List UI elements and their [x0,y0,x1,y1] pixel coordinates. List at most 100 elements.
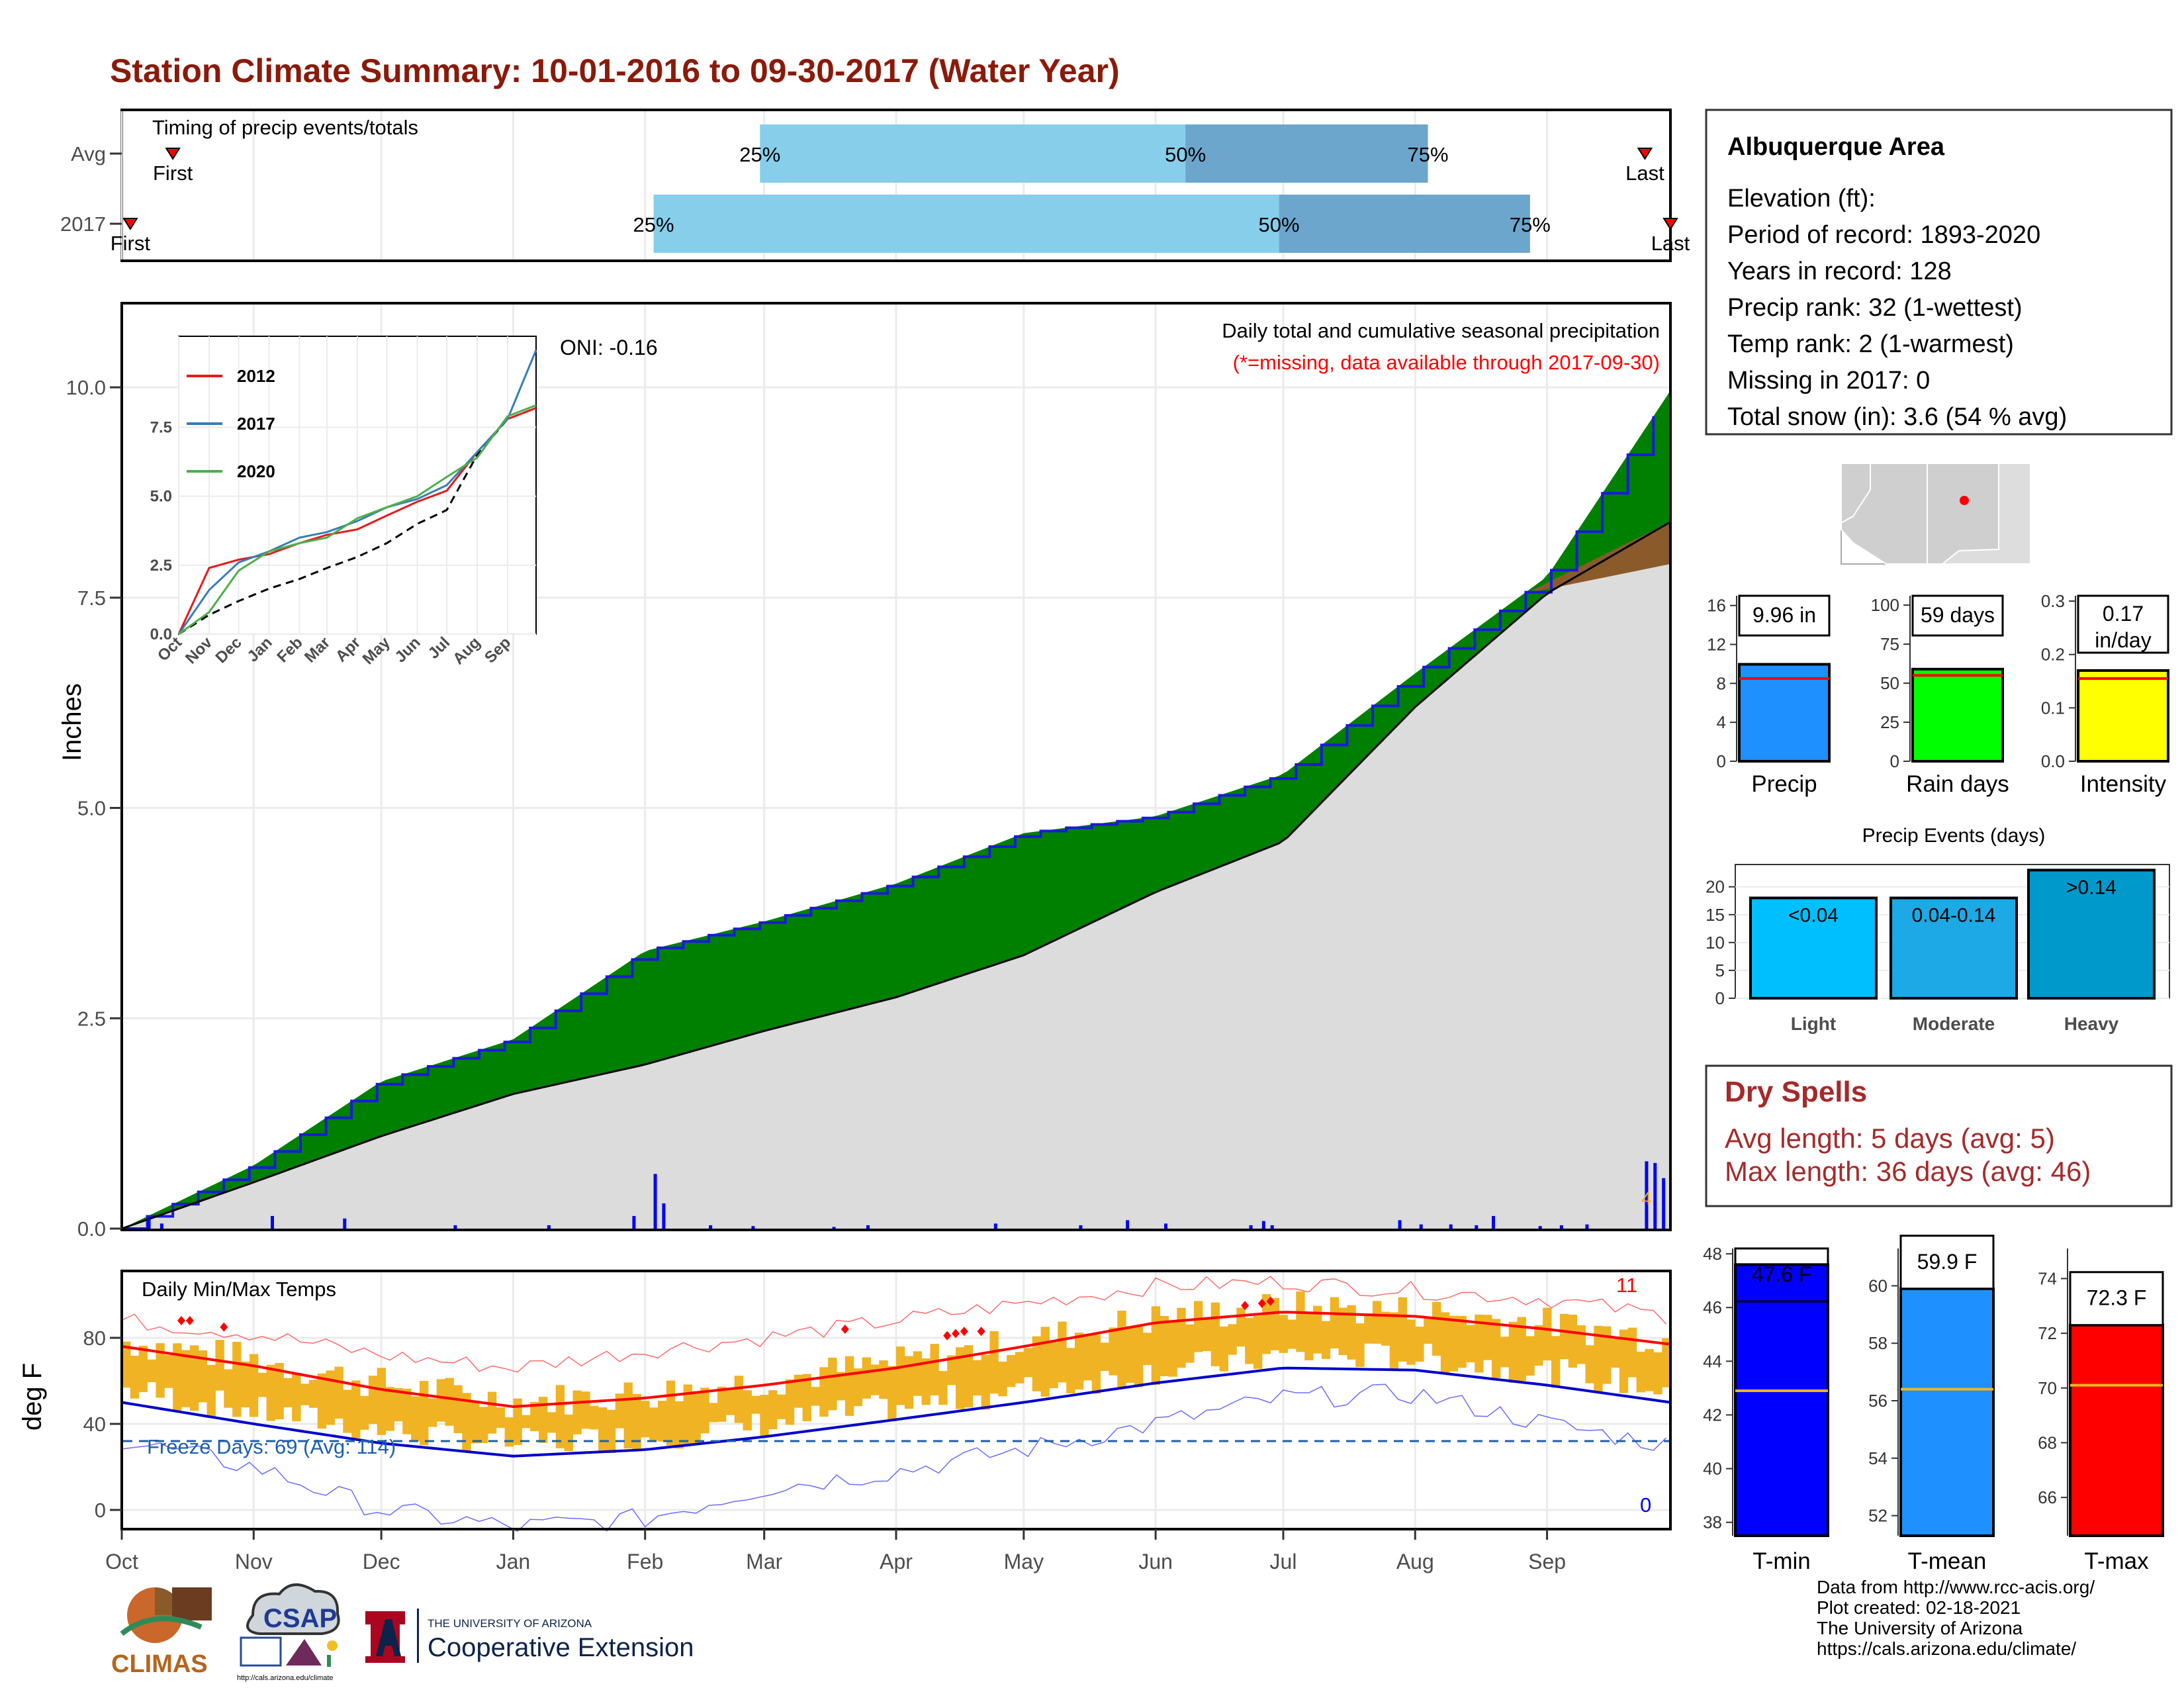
daily-temp-bar [1091,1335,1101,1394]
summary-bar-tick: 0.0 [2041,751,2065,771]
daily-precip-bar [866,1225,870,1229]
daily-temp-bar [1194,1301,1203,1352]
precip-panel-title: Daily total and cumulative seasonal prec… [1222,319,1660,342]
daily-precip-bar [1662,1178,1666,1229]
temp-summary-tick: 48 [1703,1244,1722,1264]
daily-temp-bar [555,1385,565,1448]
daily-precip-bar [159,1223,163,1229]
temp-summary-tick: 54 [1868,1448,1888,1468]
daily-temp-bar [1662,1338,1671,1387]
daily-precip-bar [1645,1161,1649,1229]
dry-spells-max: Max length: 36 days (avg: 46) [1725,1156,2091,1187]
daily-temp-bar [436,1379,446,1422]
first-event-label: First [153,162,193,185]
temp-summary-name: T-max [2084,1548,2149,1574]
daily-temp-bar [385,1387,394,1431]
month-tick-label: Aug [1396,1550,1434,1573]
daily-temp-bar [181,1350,191,1407]
daily-temp-bar [853,1368,863,1407]
daily-temp-bar [862,1357,871,1399]
summary-bar-name: Intensity [2080,771,2167,797]
dry-spells-title: Dry Spells [1725,1076,1867,1108]
footer-line: Plot created: 02-18-2021 [1817,1597,2021,1618]
temp-summary-bar [1899,1287,1995,1537]
daily-precip-bar [662,1203,666,1229]
inset-series-line [178,404,537,635]
daily-temp-bar [130,1356,140,1399]
last-event-label: Last [1651,232,1690,255]
footer-line: The University of Arizona [1817,1618,2023,1638]
temp-summary-name: T-min [1752,1548,1811,1574]
events-y-tick: 5 [1715,961,1725,980]
month-tick-label: Feb [627,1550,663,1573]
temp-y-tick: 40 [83,1413,106,1436]
daily-temp-bar [1023,1348,1033,1378]
inset-y-tick: 5.0 [150,488,172,506]
temp-summary-tick: 40 [1703,1459,1722,1479]
record-high-marker [841,1325,849,1334]
daily-temp-bar [1594,1325,1603,1392]
record-low-count: 0 [1640,1493,1651,1517]
daily-temp-bar [844,1356,854,1416]
dry-spells-avg: Avg length: 5 days (avg: 5) [1725,1123,2055,1154]
daily-precip-bar [343,1218,347,1229]
daily-temp-bar [658,1401,667,1442]
daily-temp-bar [1619,1329,1629,1393]
station-info-line: Period of record: 1893-2020 [1727,221,2040,249]
summary-bar-tick: 12 [1707,635,1726,655]
summary-bar-tick: 0.1 [2041,698,2065,718]
daily-temp-bar [1168,1321,1177,1377]
daily-temp-bar [1304,1313,1314,1361]
daily-temp-bar [666,1380,676,1446]
summary-bar-name: Rain days [1906,771,2009,797]
events-y-tick: 20 [1706,877,1725,897]
daily-precip-bar [271,1215,274,1229]
events-y-tick: 10 [1706,933,1725,953]
record-high-marker [1257,1299,1266,1308]
observed-cumulative-line [122,416,1655,1230]
daily-temp-bar [564,1414,573,1452]
daily-temp-bar [1492,1319,1501,1378]
daily-temp-bar [462,1393,471,1453]
events-category: Moderate [1913,1013,1995,1034]
daily-temp-bar [496,1407,506,1428]
daily-temp-bar [1117,1311,1126,1388]
climas-logo: CLIMAS [111,1587,212,1678]
last-event-marker [1662,218,1678,230]
precip-events-title: Precip Events (days) [1862,825,2046,847]
precip-y-tick: 0.0 [77,1217,106,1241]
daily-temp-bar [947,1355,956,1385]
daily-temp-bar [1611,1338,1620,1368]
daily-temp-bar [1636,1351,1645,1393]
daily-temp-bar [913,1351,923,1396]
daily-temp-bar [539,1397,548,1443]
station-info-line: Elevation (ft): [1727,185,1876,212]
inset-average-line [178,406,537,635]
daily-temp-bar [1543,1307,1552,1361]
summary-bar-tick: 4 [1717,712,1726,732]
daily-temp-bar [445,1378,454,1426]
csap-logo: CSAP http://cals.arizona.edu/climate [237,1583,340,1682]
month-tick-label: Oct [105,1550,138,1573]
station-location-marker [1960,496,1969,505]
daily-temp-bar [1389,1312,1399,1370]
daily-temp-bar [1415,1327,1424,1362]
oni-label: ONI: -0.16 [560,336,658,359]
summary-bar-tick: 75 [1880,634,1899,654]
temp-summary-tick: 72 [2038,1323,2057,1343]
daily-temp-bar [530,1401,539,1432]
summary-bar-value: 0.17 [2103,602,2144,626]
daily-temp-bar [122,1341,131,1388]
summary-bar-tick: 0.2 [2041,645,2065,665]
temp-y-tick: 0 [95,1499,106,1522]
month-tick-label: Sep [1528,1550,1566,1573]
daily-temp-bar [1364,1313,1373,1344]
daily-temp-bar [802,1374,811,1422]
ua-small-text: THE UNIVERSITY OF ARIZONA [428,1617,592,1630]
daily-temp-bar [709,1403,718,1423]
daily-temp-bar [1534,1325,1543,1366]
station-name: Albuquerque Area [1727,133,1945,161]
inset-legend-label: 2012 [237,366,275,386]
summary-bar [1738,663,1831,763]
record-max-line [121,1276,1667,1373]
